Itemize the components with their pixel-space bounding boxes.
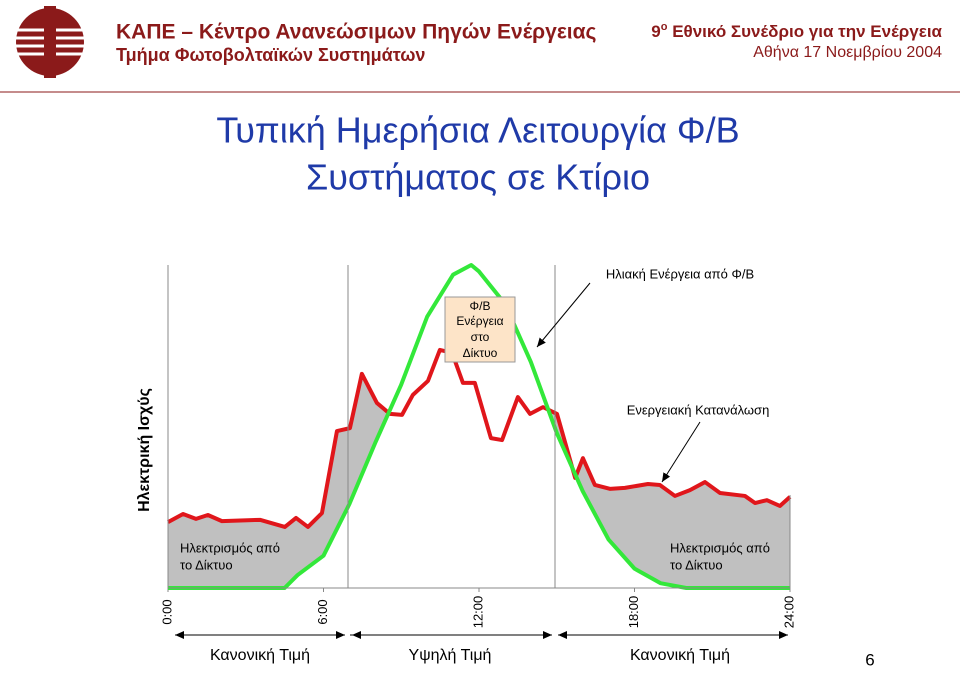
conference: 9ο Εθνικό Συνέδριο για την Ενέργεια <box>651 21 942 42</box>
org: ΚΑΠΕ – Κέντρο Ανανεώσιμων Πηγών Ενέργεια… <box>116 21 597 44</box>
arrow <box>536 282 591 348</box>
line <box>168 263 790 590</box>
title: Τυπική Ημερήσια Λειτουργία Φ/Β <box>216 110 739 151</box>
y-axis-label: Ηλεκτρική Ισχύς <box>136 388 153 512</box>
page-number: 6 <box>865 650 874 669</box>
dept: Τμήμα Φωτοβολταϊκών Συστημάτων <box>116 45 425 65</box>
x-tick-label: 24:00 <box>781 596 796 629</box>
x-tick-label: 18:00 <box>626 596 641 629</box>
price-band: Υψηλή Τιμή <box>409 647 492 664</box>
arrow <box>661 421 701 483</box>
annotation: Ηλιακή Ενέργεια από Φ/Β <box>606 266 754 281</box>
annotation: Ενεργειακή Κατανάλωση <box>627 402 770 417</box>
logo <box>16 6 84 78</box>
annotation: Ενέργεια <box>456 314 503 328</box>
annotation: Ηλεκτρισμός από <box>670 540 770 555</box>
title: Συστήματος σε Κτίριο <box>306 157 650 198</box>
frame <box>167 265 791 589</box>
price-band: Κανονική Τιμή <box>630 647 730 664</box>
x-tick-label: 6:00 <box>315 599 330 624</box>
area <box>168 265 790 588</box>
annotation: στο <box>471 330 490 344</box>
annotation: Φ/Β <box>470 299 491 313</box>
x-tick-label: 0:00 <box>159 599 174 624</box>
line <box>167 347 792 529</box>
price-band: Κανονική Τιμή <box>210 647 310 664</box>
annotation-box <box>444 296 516 363</box>
annotation: Ηλεκτρισμός από <box>180 540 280 555</box>
date: Αθήνα 17 Νοεμβρίου 2004 <box>753 44 942 61</box>
annotation: Δίκτυο <box>463 346 498 360</box>
annotation: το Δίκτυο <box>180 557 233 572</box>
x-tick-label: 12:00 <box>470 596 485 629</box>
annotation: το Δίκτυο <box>670 557 723 572</box>
